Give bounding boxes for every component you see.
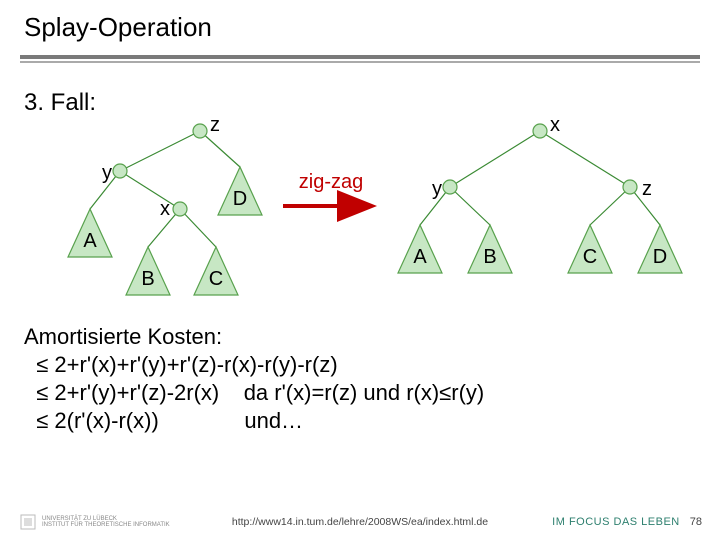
uni-line2: INSTITUT FÜR THEORETISCHE INFORMATIK <box>42 522 170 528</box>
tree-before: A D B Cz y x <box>30 109 310 309</box>
svg-text:A: A <box>413 246 427 268</box>
proof-line: ≤ 2(r'(x)-r(x)) und… <box>24 407 484 435</box>
svg-text:C: C <box>209 268 223 290</box>
svg-text:y: y <box>432 178 442 200</box>
proof-heading: Amortisierte Kosten: <box>24 323 484 351</box>
proof-line: ≤ 2+r'(x)+r'(y)+r'(z)-r(x)-r(y)-r(z) <box>24 351 484 379</box>
footer: UNIVERSITÄT ZU LÜBECK INSTITUT FÜR THEOR… <box>0 512 720 532</box>
university-text: UNIVERSITÄT ZU LÜBECK INSTITUT FÜR THEOR… <box>42 516 170 528</box>
footer-url: http://www14.in.tum.de/lehre/2008WS/ea/i… <box>232 516 488 528</box>
university-logo: UNIVERSITÄT ZU LÜBECK INSTITUT FÜR THEOR… <box>18 512 170 532</box>
svg-text:x: x <box>160 198 170 220</box>
svg-text:y: y <box>102 162 112 184</box>
svg-text:B: B <box>141 268 154 290</box>
svg-text:B: B <box>483 246 496 268</box>
proof-line: ≤ 2+r'(y)+r'(z)-2r(x) da r'(x)=r(z) und … <box>24 379 484 407</box>
divider-thick <box>20 55 700 59</box>
proof-block: Amortisierte Kosten: ≤ 2+r'(x)+r'(y)+r'(… <box>24 323 484 436</box>
crest-icon <box>18 512 38 532</box>
footer-tagline: IM FOCUS DAS LEBEN <box>552 516 680 528</box>
svg-text:D: D <box>233 188 247 210</box>
arrow-label: zig-zag <box>276 171 386 194</box>
content-area: 3. Fall: ADBCzyx zig-zag ABCDxyz Amortis… <box>0 63 720 483</box>
svg-text:z: z <box>210 114 220 136</box>
svg-text:D: D <box>653 246 667 268</box>
page-title: Splay-Operation <box>24 12 700 43</box>
svg-text:C: C <box>583 246 597 268</box>
svg-text:z: z <box>642 178 652 200</box>
zigzag-arrow: zig-zag <box>276 171 386 221</box>
title-area: Splay-Operation <box>0 0 720 49</box>
svg-text:x: x <box>550 114 560 136</box>
page-number: 78 <box>690 516 702 528</box>
svg-text:A: A <box>83 230 97 252</box>
slide: Splay-Operation 3. Fall: ADBCzyx zig-zag… <box>0 0 720 540</box>
tree-after: A B C Dx y z <box>380 109 700 309</box>
